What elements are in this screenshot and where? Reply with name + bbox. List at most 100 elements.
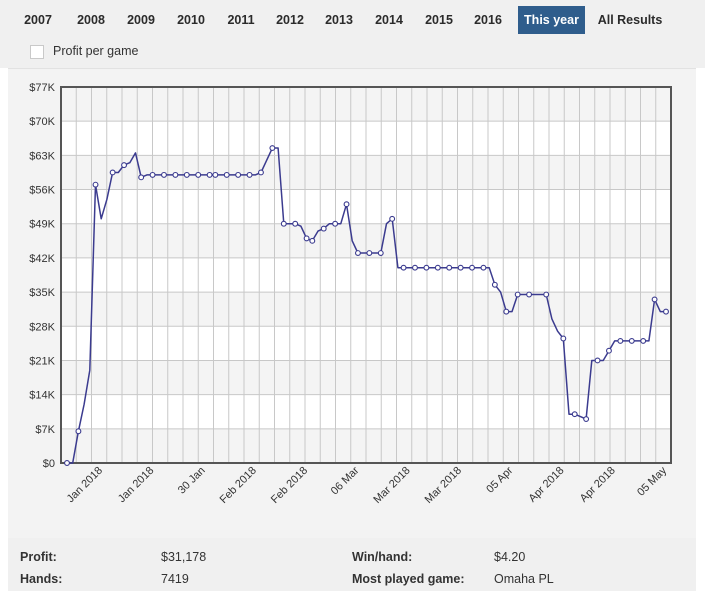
data-point bbox=[223, 171, 230, 178]
x-tick: Feb 2018 bbox=[269, 465, 310, 506]
x-tick: 06 Mar bbox=[329, 464, 362, 497]
data-point bbox=[183, 171, 190, 178]
y-tick-label: $21K bbox=[29, 355, 55, 367]
data-point bbox=[617, 337, 624, 344]
data-point bbox=[526, 291, 533, 298]
x-tick: 30 Jan bbox=[176, 465, 208, 497]
data-point bbox=[491, 281, 498, 288]
data-point bbox=[400, 264, 407, 271]
data-point bbox=[92, 181, 99, 188]
x-tick-label: Apr 2018 bbox=[527, 465, 567, 505]
y-tick-label: $0 bbox=[43, 458, 55, 470]
win-hand-label: Win/hand: bbox=[352, 550, 413, 564]
y-tick-label: $63K bbox=[29, 150, 55, 162]
x-tick: Jan 2018 bbox=[116, 465, 156, 505]
data-point bbox=[583, 416, 590, 423]
y-tick-label: $70K bbox=[29, 116, 55, 128]
x-tick: Feb 2018 bbox=[218, 465, 259, 506]
tab-2011[interactable]: 2011 bbox=[227, 13, 255, 27]
x-tick-label: 06 Mar bbox=[329, 464, 362, 497]
tab-2013[interactable]: 2013 bbox=[325, 13, 353, 27]
y-axis-ticks: $0 $7K $14K $21K $28K $35K $42K $49K $56K $63K $70… bbox=[29, 82, 55, 470]
data-point bbox=[149, 171, 156, 178]
profit-per-game-checkbox[interactable] bbox=[30, 45, 44, 59]
x-tick-label: 05 Apr bbox=[484, 464, 515, 495]
data-point bbox=[172, 171, 179, 178]
x-tick-label: Feb 2018 bbox=[218, 465, 259, 506]
data-point bbox=[377, 250, 384, 256]
tab-2016[interactable]: 2016 bbox=[474, 13, 502, 27]
data-point bbox=[246, 171, 253, 178]
data-point bbox=[269, 145, 276, 151]
data-point bbox=[514, 291, 521, 298]
data-point bbox=[469, 264, 475, 271]
tab-2007[interactable]: 2007 bbox=[24, 13, 52, 27]
tab-2010[interactable]: 2010 bbox=[177, 13, 205, 27]
data-point bbox=[640, 337, 647, 344]
x-tick-label: Apr 2018 bbox=[578, 465, 618, 505]
profit-per-game-label[interactable]: Profit per game bbox=[53, 44, 139, 58]
y-tick-label: $42K bbox=[29, 253, 55, 265]
data-point bbox=[235, 171, 242, 178]
data-point bbox=[594, 357, 601, 364]
x-tick: Mar 2018 bbox=[371, 465, 412, 506]
data-point bbox=[332, 220, 339, 227]
y-tick-label: $56K bbox=[29, 185, 55, 197]
tab-2014[interactable]: 2014 bbox=[375, 13, 403, 27]
y-tick-label: $77K bbox=[29, 82, 55, 94]
data-point bbox=[651, 296, 658, 303]
stats-panel: Profit: $31,178 Hands: 7419 Win/hand: $4… bbox=[8, 538, 696, 591]
data-point bbox=[480, 264, 487, 271]
profit-label: Profit: bbox=[20, 550, 57, 564]
data-point bbox=[206, 171, 213, 178]
chart-grid bbox=[60, 86, 672, 464]
data-point bbox=[366, 250, 373, 256]
tab-2009[interactable]: 2009 bbox=[127, 13, 155, 27]
data-point bbox=[303, 235, 310, 242]
hands-label: Hands: bbox=[20, 572, 63, 586]
data-point bbox=[320, 225, 327, 232]
data-point bbox=[543, 291, 550, 298]
y-tick-label: $28K bbox=[29, 321, 55, 333]
x-tick-label: 30 Jan bbox=[176, 465, 208, 497]
data-point bbox=[309, 237, 316, 244]
x-tick-label: Jan 2018 bbox=[65, 465, 105, 505]
tab-2015[interactable]: 2015 bbox=[425, 13, 453, 27]
data-point bbox=[560, 335, 567, 342]
data-point bbox=[389, 215, 396, 222]
data-point bbox=[412, 264, 418, 271]
x-tick-label: Mar 2018 bbox=[423, 465, 464, 506]
data-point bbox=[212, 171, 219, 178]
data-point bbox=[109, 169, 116, 176]
most-played-label: Most played game: bbox=[352, 572, 465, 586]
y-tick-label: $49K bbox=[29, 219, 55, 231]
data-point bbox=[571, 411, 578, 418]
x-tick-label: Mar 2018 bbox=[371, 465, 412, 506]
data-point bbox=[446, 264, 453, 271]
data-point bbox=[354, 250, 361, 256]
data-point bbox=[423, 264, 430, 271]
x-tick: 05 May bbox=[635, 464, 669, 498]
tab-2008[interactable]: 2008 bbox=[77, 13, 105, 27]
data-point bbox=[434, 264, 441, 271]
x-tick: 05 Apr bbox=[484, 464, 515, 495]
data-point bbox=[138, 174, 145, 181]
plot-border bbox=[60, 86, 672, 464]
y-tick-label: $35K bbox=[29, 287, 55, 299]
data-point bbox=[343, 201, 350, 208]
data-point bbox=[292, 220, 299, 227]
data-point bbox=[280, 220, 287, 227]
data-point bbox=[161, 171, 167, 178]
x-axis-ticks: Jan 2018 Jan 2018 30 Jan Feb 2018 Feb 2018 06… bbox=[65, 464, 670, 506]
tab-this-year[interactable]: This year bbox=[518, 6, 585, 34]
tab-2012[interactable]: 2012 bbox=[276, 13, 304, 27]
most-played-value: Omaha PL bbox=[494, 572, 554, 586]
x-tick: Apr 2018 bbox=[578, 465, 618, 505]
y-tick-label: $7K bbox=[35, 424, 55, 436]
year-tabs: 2007 2008 2009 2010 2011 2012 2013 2014 … bbox=[0, 0, 705, 38]
data-point bbox=[258, 169, 264, 176]
x-tick: Mar 2018 bbox=[423, 465, 464, 506]
tab-all-results[interactable]: All Results bbox=[597, 13, 663, 27]
x-tick: Jan 2018 bbox=[65, 465, 105, 505]
profit-chart: $0 $7K $14K $21K $28K $35K $42K $49K $56K $63K $70… bbox=[29, 82, 672, 506]
